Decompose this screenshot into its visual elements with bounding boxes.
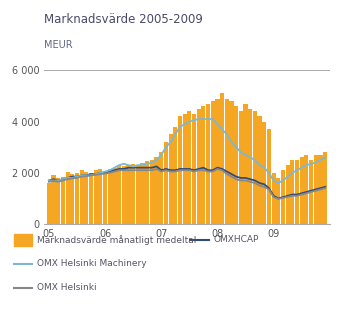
Bar: [94, 170, 98, 224]
Bar: [89, 173, 93, 224]
Text: OMX Helsinki: OMX Helsinki: [37, 284, 97, 292]
Bar: [145, 161, 149, 224]
Text: MEUR: MEUR: [44, 40, 73, 50]
Bar: [272, 173, 276, 224]
Bar: [14, 234, 32, 246]
Bar: [51, 175, 56, 224]
Bar: [112, 168, 117, 224]
Bar: [126, 165, 131, 224]
Text: OMX Helsinki Machinery: OMX Helsinki Machinery: [37, 260, 147, 268]
Bar: [154, 157, 159, 224]
Bar: [70, 174, 74, 224]
Text: Marknadsvärde månatligt medeltal: Marknadsvärde månatligt medeltal: [37, 235, 197, 245]
Bar: [122, 166, 126, 224]
Bar: [295, 160, 299, 224]
Bar: [140, 163, 144, 224]
Bar: [159, 152, 163, 224]
Bar: [136, 165, 140, 224]
Bar: [225, 99, 229, 224]
Bar: [300, 157, 304, 224]
Bar: [281, 170, 285, 224]
Bar: [243, 104, 248, 224]
Bar: [220, 93, 224, 224]
Bar: [239, 111, 243, 224]
Text: OMXHCAP: OMXHCAP: [213, 236, 258, 244]
Bar: [286, 165, 290, 224]
Bar: [309, 160, 313, 224]
Bar: [183, 114, 187, 224]
Bar: [164, 142, 168, 224]
Bar: [169, 134, 173, 224]
Bar: [304, 155, 308, 224]
Bar: [290, 160, 294, 224]
Bar: [84, 172, 88, 224]
Bar: [253, 111, 257, 224]
Bar: [178, 116, 182, 224]
Bar: [215, 99, 220, 224]
Bar: [98, 169, 102, 224]
Bar: [318, 155, 323, 224]
Bar: [313, 155, 318, 224]
Bar: [61, 177, 65, 224]
Bar: [56, 178, 61, 224]
Bar: [80, 170, 84, 224]
Bar: [47, 183, 51, 224]
Bar: [150, 160, 154, 224]
Bar: [276, 178, 280, 224]
Bar: [117, 165, 121, 224]
Bar: [267, 129, 271, 224]
Bar: [230, 101, 234, 224]
Bar: [75, 173, 79, 224]
Bar: [257, 116, 262, 224]
Bar: [103, 172, 107, 224]
Bar: [197, 109, 201, 224]
Bar: [262, 122, 266, 224]
Text: Marknadsvärde 2005-2009: Marknadsvärde 2005-2009: [44, 13, 203, 26]
Bar: [187, 111, 191, 224]
Bar: [206, 104, 210, 224]
Bar: [108, 169, 112, 224]
Bar: [248, 109, 252, 224]
Bar: [211, 101, 215, 224]
Bar: [192, 114, 196, 224]
Bar: [201, 106, 205, 224]
Bar: [131, 164, 135, 224]
Bar: [173, 127, 177, 224]
Bar: [234, 106, 238, 224]
Bar: [323, 152, 327, 224]
Bar: [66, 172, 70, 224]
